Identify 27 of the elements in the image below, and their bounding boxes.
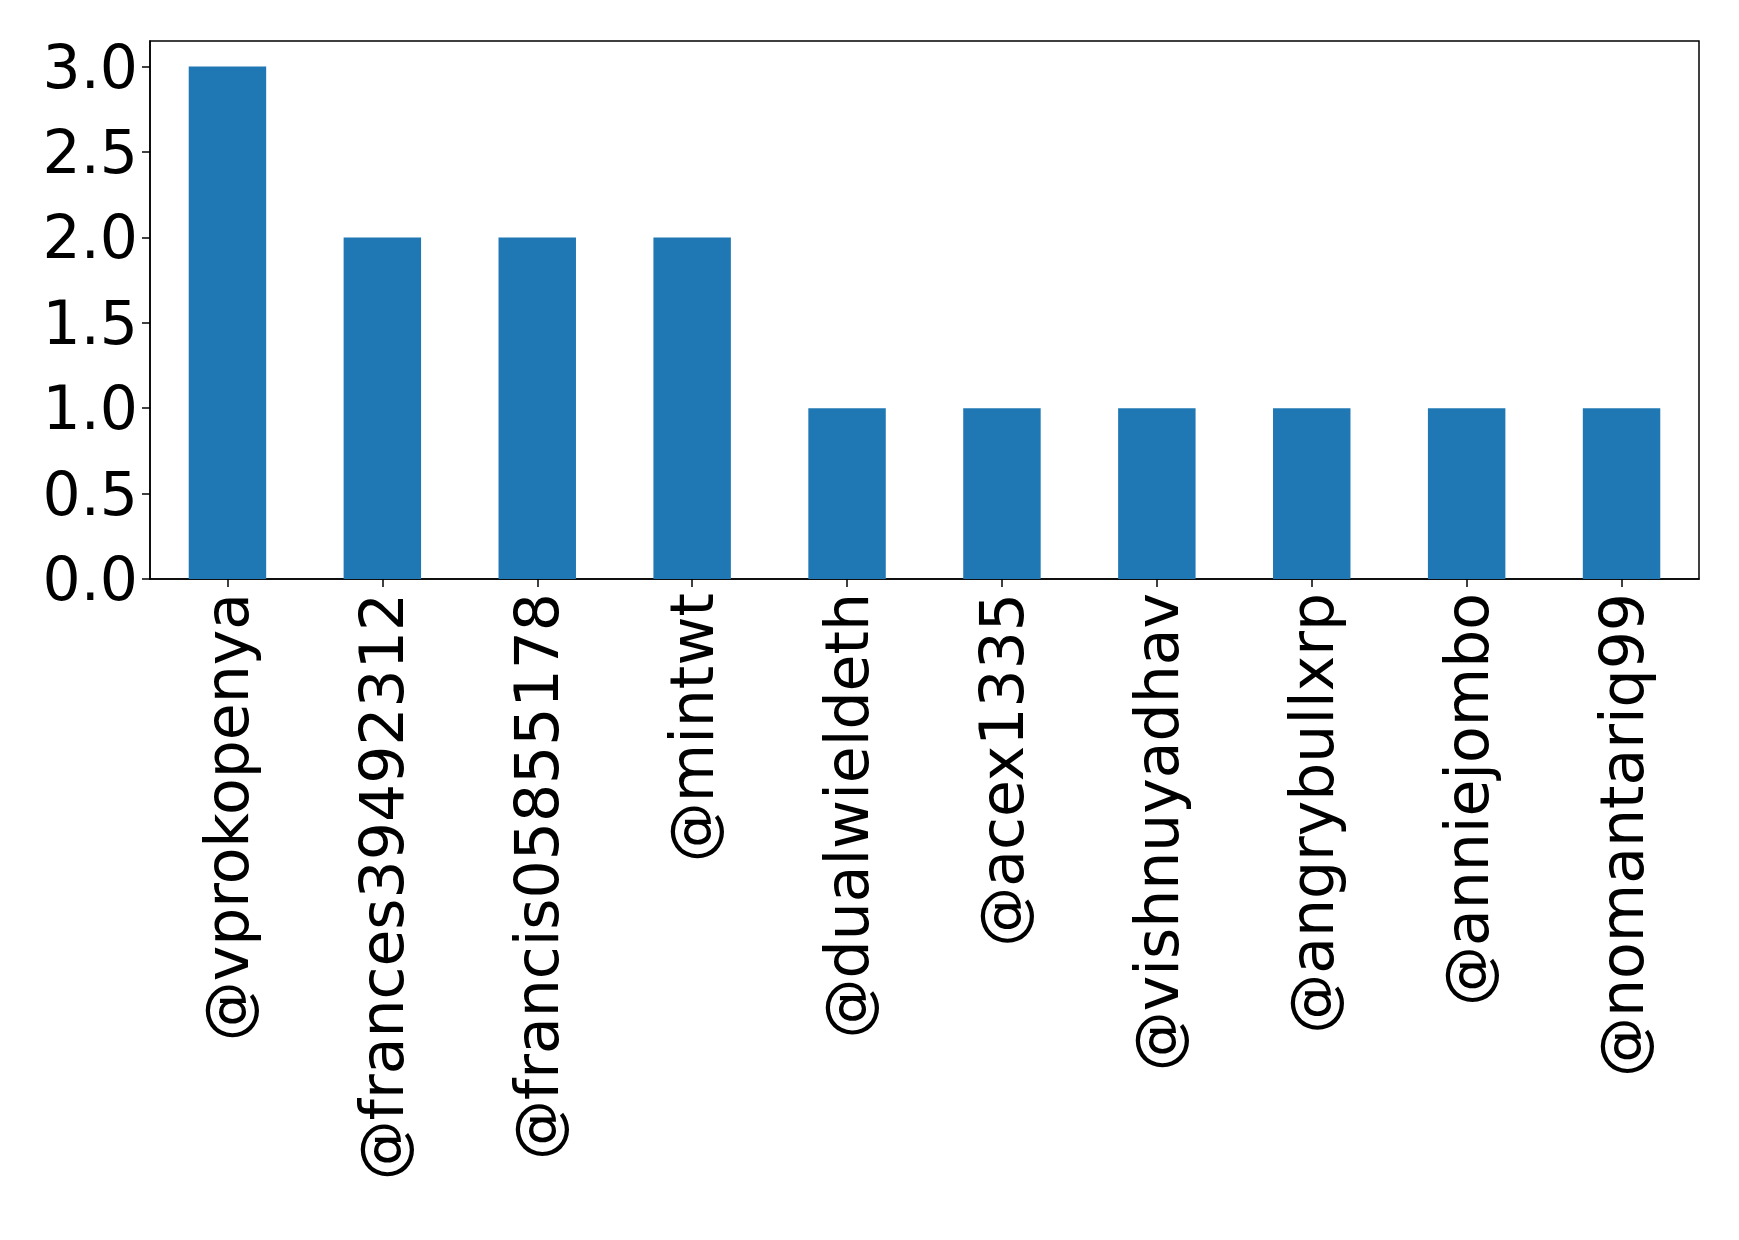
x-tick-label: @dualwieldeth bbox=[812, 593, 883, 1039]
x-tick-label: @nomantariq99 bbox=[1586, 593, 1657, 1078]
y-tick-label: 3.0 bbox=[42, 31, 138, 102]
x-tick-label: @vprokopenya bbox=[192, 593, 263, 1042]
bar bbox=[343, 237, 422, 579]
x-tick-label: @acex1335 bbox=[966, 593, 1037, 947]
y-tick-label: 1.0 bbox=[42, 373, 138, 444]
bar bbox=[1582, 408, 1661, 579]
bar bbox=[963, 408, 1041, 579]
x-tick-label: @anniejombo bbox=[1431, 593, 1502, 1007]
bar bbox=[1427, 408, 1506, 579]
bar bbox=[498, 237, 576, 579]
bar bbox=[188, 66, 267, 579]
y-tick-label: 1.5 bbox=[42, 287, 138, 358]
y-tick-label: 2.0 bbox=[42, 202, 138, 273]
x-tick-label: @angrybullxrp bbox=[1276, 593, 1347, 1034]
x-tick-label: @frances39492312 bbox=[347, 593, 418, 1181]
x-tick-label: @vishnuyadhav bbox=[1121, 593, 1192, 1072]
bar bbox=[1273, 408, 1351, 579]
bar bbox=[653, 237, 731, 579]
bar bbox=[808, 408, 886, 579]
x-tick-label: @mintwt bbox=[657, 593, 728, 863]
y-tick-label: 2.5 bbox=[42, 117, 138, 188]
bar bbox=[1118, 408, 1196, 579]
y-tick-label: 0.5 bbox=[42, 458, 138, 529]
y-tick-label: 0.0 bbox=[42, 544, 138, 614]
x-tick-label: @francis05855178 bbox=[502, 593, 573, 1160]
